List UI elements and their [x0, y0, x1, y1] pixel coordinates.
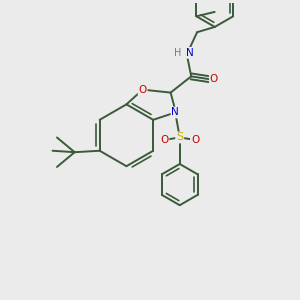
Text: S: S — [176, 133, 183, 142]
Text: O: O — [210, 74, 218, 84]
Text: O: O — [139, 85, 147, 94]
Text: O: O — [160, 135, 169, 145]
Text: N: N — [187, 48, 194, 58]
Text: H: H — [174, 48, 181, 58]
Text: N: N — [171, 107, 179, 118]
Text: O: O — [191, 135, 199, 145]
